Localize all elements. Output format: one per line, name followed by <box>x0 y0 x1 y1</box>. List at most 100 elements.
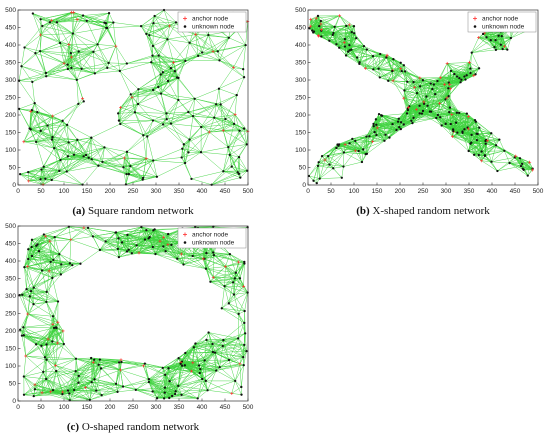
edge <box>237 170 248 173</box>
edge <box>328 155 344 167</box>
edge <box>441 125 454 130</box>
edge <box>373 69 394 81</box>
unknown-node <box>103 146 106 149</box>
edge <box>152 113 167 121</box>
anchor-node <box>67 42 71 46</box>
edge <box>468 128 492 134</box>
edge <box>319 168 334 179</box>
anchor-node <box>385 53 389 57</box>
legend-unknown-label: unknown node <box>192 24 235 31</box>
edge <box>448 84 450 97</box>
edge <box>481 140 488 152</box>
unknown-node <box>31 12 34 15</box>
unknown-node <box>456 131 459 134</box>
edge <box>375 119 399 122</box>
edge <box>509 162 530 164</box>
edge <box>47 125 53 138</box>
edge <box>167 80 179 101</box>
edge <box>369 136 385 141</box>
unknown-node <box>166 79 170 83</box>
unknown-node <box>372 68 375 71</box>
y-tick-label: 300 <box>295 77 306 84</box>
edge <box>201 117 215 128</box>
edge <box>162 367 179 387</box>
unknown-node <box>454 121 458 124</box>
edge <box>88 147 105 158</box>
edge <box>52 124 68 138</box>
edge <box>149 25 170 36</box>
edge <box>32 13 41 36</box>
edge <box>53 148 60 171</box>
edge <box>514 157 522 167</box>
edge <box>419 86 425 102</box>
edge <box>23 335 27 357</box>
unknown-node <box>455 75 459 78</box>
edge <box>358 141 373 152</box>
edge <box>450 70 467 76</box>
edge <box>484 155 498 172</box>
unknown-node <box>519 164 523 168</box>
edge <box>450 70 476 75</box>
edge <box>377 118 399 129</box>
x-tick-label: 200 <box>105 188 116 195</box>
edge <box>35 141 61 161</box>
edge <box>195 343 216 353</box>
edge <box>478 140 486 156</box>
unknown-node <box>55 21 59 24</box>
edge <box>40 34 61 44</box>
edge <box>392 62 401 72</box>
edge <box>359 49 368 63</box>
edge <box>456 121 476 123</box>
unknown-node <box>496 169 499 173</box>
edge <box>401 71 415 88</box>
edge <box>152 120 164 125</box>
unknown-node <box>219 103 222 106</box>
edge <box>475 121 492 134</box>
edge <box>42 171 67 185</box>
edge <box>356 46 365 58</box>
unknown-node <box>355 56 359 59</box>
edge <box>216 104 235 125</box>
edge <box>358 150 363 163</box>
unknown-node <box>470 141 473 144</box>
edge <box>481 139 500 152</box>
unknown-node <box>377 67 380 70</box>
edge <box>29 103 35 129</box>
unknown-node <box>362 44 366 48</box>
y-tick-label: 450 <box>295 25 306 32</box>
edge <box>184 139 190 164</box>
unknown-node <box>125 62 128 65</box>
edge <box>25 355 45 358</box>
edge <box>77 15 84 20</box>
edge <box>67 142 69 157</box>
edge <box>514 157 530 163</box>
unknown-node <box>227 145 230 149</box>
edge <box>94 359 121 371</box>
unknown-node <box>153 14 156 18</box>
edge <box>118 112 135 114</box>
edge <box>178 99 194 117</box>
edge <box>408 101 424 108</box>
edge <box>446 63 452 71</box>
edge <box>365 68 380 78</box>
edge <box>35 125 48 142</box>
edge <box>333 25 347 34</box>
edge <box>352 134 377 140</box>
anchor-node <box>22 140 26 144</box>
edge <box>23 327 25 336</box>
edge <box>498 35 508 50</box>
unknown-node <box>316 14 320 18</box>
edge <box>433 84 449 89</box>
edge <box>507 37 512 50</box>
edge <box>355 134 377 142</box>
edge <box>28 179 52 182</box>
edge <box>154 9 165 17</box>
edge <box>189 34 209 43</box>
edge <box>445 123 465 130</box>
edge <box>308 165 319 177</box>
unknown-node <box>65 123 69 127</box>
x-tick-label: 450 <box>510 188 521 195</box>
edge <box>33 277 53 288</box>
edge <box>379 70 393 78</box>
edge <box>78 51 96 74</box>
